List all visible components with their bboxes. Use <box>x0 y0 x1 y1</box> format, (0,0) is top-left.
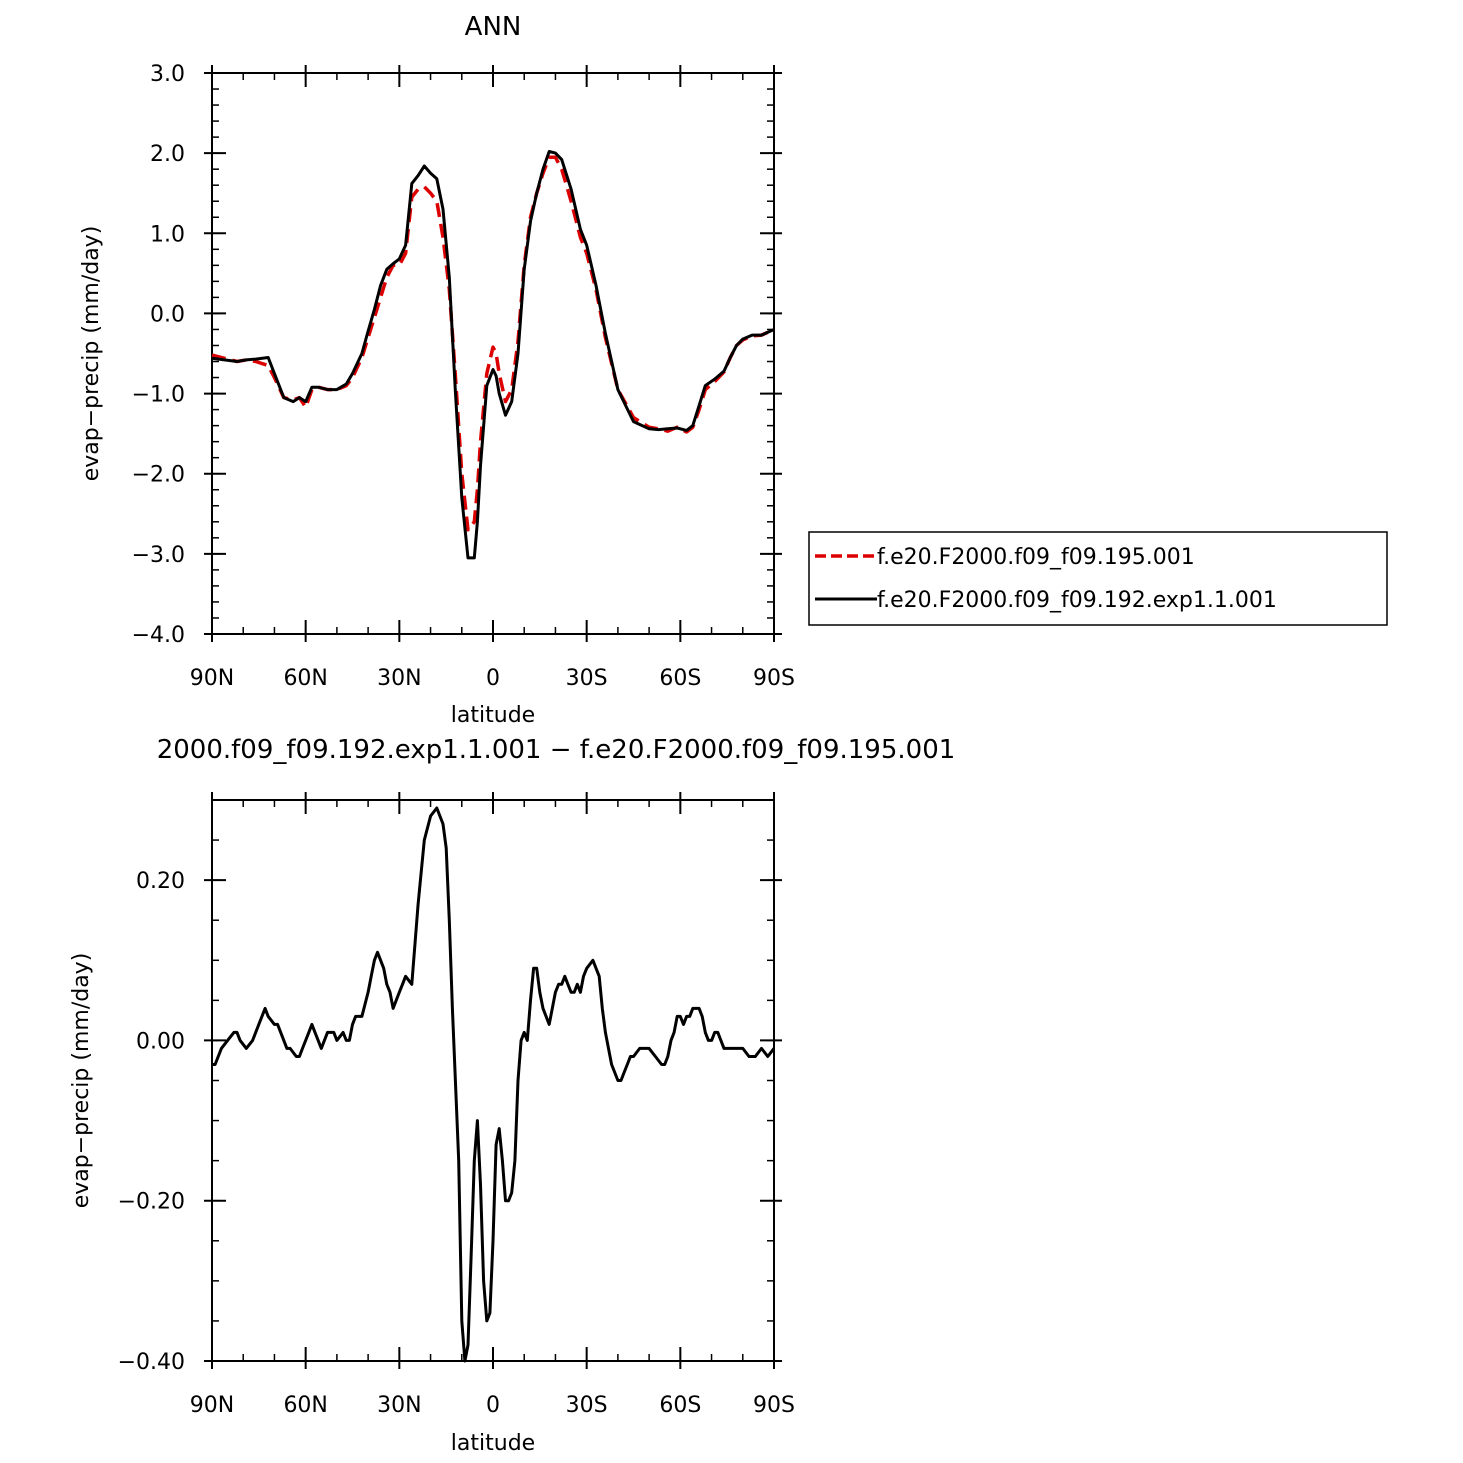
x-tick-label: 60S <box>659 1393 701 1418</box>
x-tick-label: 90N <box>190 1393 234 1418</box>
y-tick-label: −4.0 <box>132 623 185 648</box>
y-tick-label: 3.0 <box>150 62 185 87</box>
legend-label-1: f.e20.F2000.f09_f09.192.exp1.1.001 <box>877 588 1277 613</box>
plot-frame <box>211 799 775 1362</box>
x-axis-label: latitude <box>451 1431 535 1456</box>
x-tick-label: 30S <box>566 1393 608 1418</box>
x-tick-label: 30N <box>377 1393 421 1418</box>
series-line-1 <box>211 150 775 560</box>
y-tick-label: 0.20 <box>136 869 185 894</box>
x-tick-label: 0 <box>486 1393 500 1418</box>
x-tick-label: 60S <box>659 666 701 691</box>
x-tick-label: 90S <box>753 666 795 691</box>
x-tick-label: 60N <box>283 1393 327 1418</box>
chart-title: ANN <box>465 12 522 42</box>
y-tick-label: 1.0 <box>150 222 185 247</box>
x-tick-label: 60N <box>283 666 327 691</box>
y-tick-label: −0.40 <box>118 1350 185 1375</box>
x-tick-label: 30S <box>566 666 608 691</box>
x-tick-label: 30N <box>377 666 421 691</box>
y-tick-label: 0.0 <box>150 302 185 327</box>
x-tick-label: 90N <box>190 666 234 691</box>
y-tick-label: −0.20 <box>118 1190 185 1215</box>
y-tick-label: −2.0 <box>132 463 185 488</box>
y-axis-label: evap−precip (mm/day) <box>79 226 104 482</box>
y-tick-label: 0.00 <box>136 1029 185 1054</box>
series-line-0 <box>212 806 776 1363</box>
y-tick-label: 2.0 <box>150 142 185 167</box>
y-tick-label: −1.0 <box>132 383 185 408</box>
x-tick-label: 0 <box>486 666 500 691</box>
legend-label-0: f.e20.F2000.f09_f09.195.001 <box>877 545 1195 570</box>
x-tick-label: 90S <box>753 1393 795 1418</box>
legend-box <box>808 531 1388 626</box>
x-axis-label: latitude <box>451 703 535 728</box>
series-line-0 <box>211 155 775 532</box>
y-tick-label: −3.0 <box>132 543 185 568</box>
difference-chart-panel: 2000.f09_f09.192.exp1.1.001 − f.e20.F200… <box>69 735 955 1456</box>
y-axis-label: evap−precip (mm/day) <box>69 953 94 1209</box>
chart-title: 2000.f09_f09.192.exp1.1.001 − f.e20.F200… <box>157 735 956 765</box>
top-chart-panel: ANN 90N 60N 30N 0 30S 60S 90S 3.0 2.0 1.0 0.0 −1.0 −2… <box>79 12 1388 728</box>
